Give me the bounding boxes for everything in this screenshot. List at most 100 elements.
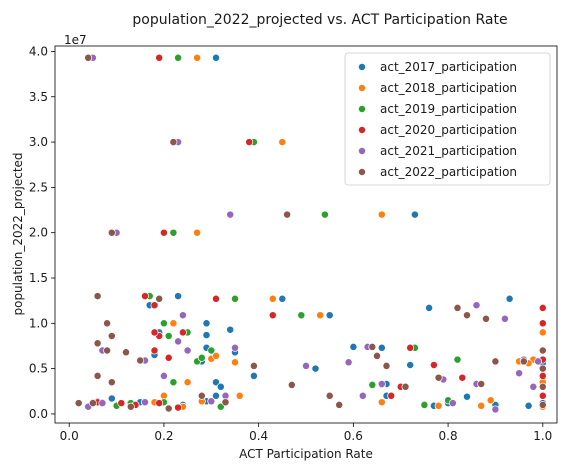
scatter-point-act_2022_participation-14 (249, 361, 258, 370)
scatter-point-act_2021_participation-8 (183, 346, 192, 355)
scatter-point-act_2019_participation-14 (169, 378, 178, 387)
y-tick-label-3: 1.5 (29, 271, 48, 285)
scatter-point-act_2020_participation-4 (268, 311, 277, 320)
scatter-point-act_2022_participation-32 (74, 399, 83, 408)
scatter-point-act_2021_participation-31 (515, 369, 524, 378)
scatter-point-act_2020_participation-2 (159, 228, 168, 237)
scatter-point-act_2020_participation-17 (429, 361, 438, 369)
scatter-point-act_2020_participation-14 (387, 391, 396, 400)
scatter-point-act_2020_participation-24 (538, 391, 547, 400)
legend-marker-act_2022_participation (358, 168, 366, 176)
scatter-point-act_2022_participation-7 (107, 332, 116, 340)
scatter-point-act_2022_participation-31 (538, 400, 547, 409)
legend-box (344, 52, 551, 186)
ticks-layer: 0.0 0.2 0.4 0.6 0.8 1.0 0.0 0.5 1.0 1.5 2.0 2.5 3.0 3… (29, 44, 552, 443)
scatter-point-act_2017_participation-11 (325, 311, 334, 320)
scatter-point-act_2022_participation-18 (368, 342, 377, 351)
scatter-point-act_2018_participation-23 (235, 391, 244, 400)
scatter-point-act_2022_participation-13 (107, 378, 116, 387)
scatter-point-act_2021_participation-28 (141, 398, 149, 407)
scatter-point-act_2021_participation-9 (231, 343, 239, 352)
scatter-point-act_2022_participation-15 (287, 380, 296, 389)
scatter-point-act_2020_participation-21 (538, 319, 547, 328)
scatter-point-act_2017_participation-1 (202, 319, 211, 328)
legend-marker-act_2017_participation (358, 63, 366, 71)
plot-frame (54, 45, 558, 424)
scatter-point-act_2019_participation-19 (368, 380, 377, 389)
scatter-point-act_2022_participation-0 (84, 53, 93, 62)
scatter-point-act_2022_participation-22 (434, 373, 443, 382)
scatter-point-act_2018_participation-29 (231, 358, 239, 367)
scatter-point-act_2022_participation-35 (164, 404, 173, 413)
scatter-point-act_2022_participation-29 (538, 364, 547, 373)
legend-label-act_2019_participation: act_2019_participation (380, 102, 517, 116)
scatter-point-act_2021_participation-19 (472, 301, 481, 310)
scatter-point-act_2018_participation-20 (377, 398, 386, 407)
scatter-point-act_2022_participation-19 (373, 351, 381, 360)
x-tick-label-1: 0.2 (154, 429, 173, 443)
x-tick-label-5: 1.0 (533, 429, 552, 443)
scatter-point-act_2018_participation-3 (377, 210, 386, 219)
scatter-point-act_2022_participation-26 (477, 380, 486, 388)
scatter-point-act_2017_participation-13 (410, 210, 419, 219)
legend-marker-act_2020_participation (358, 126, 366, 134)
x-axis-label: ACT Participation Rate (239, 447, 373, 461)
scatter-point-act_2018_participation-5 (316, 311, 325, 320)
scatter-point-act_2022_participation-23 (453, 303, 462, 312)
scatter-point-act_2022_participation-4 (93, 292, 102, 301)
y-axis-offset-label: 1e7 (64, 33, 87, 47)
scatter-point-act_2020_participation-18 (458, 373, 467, 382)
scatter-point-act_2022_participation-3 (283, 210, 292, 219)
scatter-point-act_2021_participation-24 (534, 357, 543, 366)
scatter-point-act_2020_participation-3 (212, 294, 220, 303)
scatter-point-act_2022_participation-2 (107, 228, 116, 237)
legend-label-act_2017_participation: act_2017_participation (380, 60, 517, 74)
scatter-point-act_2021_participation-16 (377, 380, 386, 388)
scatter-point-act_2020_participation-23 (538, 371, 547, 380)
scatter-point-act_2021_participation-12 (302, 361, 310, 370)
scatter-point-act_2018_participation-24 (486, 396, 495, 405)
scatter-point-act_2022_participation-9 (103, 346, 112, 355)
scatter-point-act_2021_participation-7 (174, 337, 183, 346)
scatter-point-act_2022_participation-30 (538, 382, 547, 391)
scatter-point-act_2022_participation-33 (88, 399, 97, 408)
scatter-point-act_2017_participation-9 (212, 391, 220, 400)
scatter-point-act_2022_participation-10 (122, 348, 130, 357)
y-tick-label-6: 3.0 (29, 135, 48, 149)
scatter-point-act_2018_participation-8 (212, 351, 220, 360)
y-tick-label-0: 0.0 (29, 407, 48, 421)
y-tick-label-4: 2.0 (29, 226, 48, 240)
scatter-point-act_2019_participation-15 (216, 402, 225, 411)
scatter-point-act_2018_participation-9 (183, 378, 192, 387)
scatter-point-act_2018_participation-16 (538, 328, 547, 337)
scatter-point-act_2017_participation-14 (425, 303, 434, 312)
y-tick-label-1: 0.5 (29, 362, 48, 376)
scatter-point-act_2017_participation-18 (278, 294, 287, 303)
scatter-point-act_2020_participation-6 (150, 301, 159, 310)
scatter-point-act_2019_participation-4 (231, 294, 239, 303)
scatter-point-act_2018_participation-6 (169, 319, 178, 328)
scatter-point-act_2022_participation-20 (382, 361, 391, 370)
scatter-point-act_2017_participation-6 (226, 325, 235, 334)
legend: act_2017_participation act_2018_participa… (344, 52, 551, 186)
scatter-point-act_2022_participation-25 (482, 314, 490, 323)
scatter-point-act_2021_participation-4 (178, 311, 187, 320)
y-tick-label-8: 4.0 (29, 44, 48, 58)
scatter-point-act_2022_participation-27 (491, 357, 500, 366)
scatter-point-act_2019_participation-23 (420, 400, 429, 409)
scatter-point-act_2019_participation-5 (297, 311, 306, 320)
scatter-point-act_2022_participation-8 (93, 339, 102, 348)
legend-label-act_2021_participation: act_2021_participation (380, 144, 517, 158)
scatter-point-act_2020_participation-20 (538, 303, 547, 312)
scatter-point-act_2022_participation-17 (335, 400, 344, 409)
scatter-point-act_2022_participation-36 (197, 391, 206, 400)
x-tick-label-4: 0.8 (439, 429, 458, 443)
scatter-point-act_2017_participation-12 (377, 343, 386, 352)
legend-label-act_2018_participation: act_2018_participation (380, 81, 517, 95)
scatter-point-act_2018_participation-13 (434, 401, 443, 410)
scatter-point-act_2022_participation-34 (126, 402, 135, 411)
scatter-point-act_2021_participation-21 (500, 314, 509, 323)
y-tick-label-5: 2.5 (29, 180, 48, 194)
scatter-point-act_2017_participation-19 (349, 342, 358, 351)
x-tick-label-0: 0.0 (60, 429, 79, 443)
